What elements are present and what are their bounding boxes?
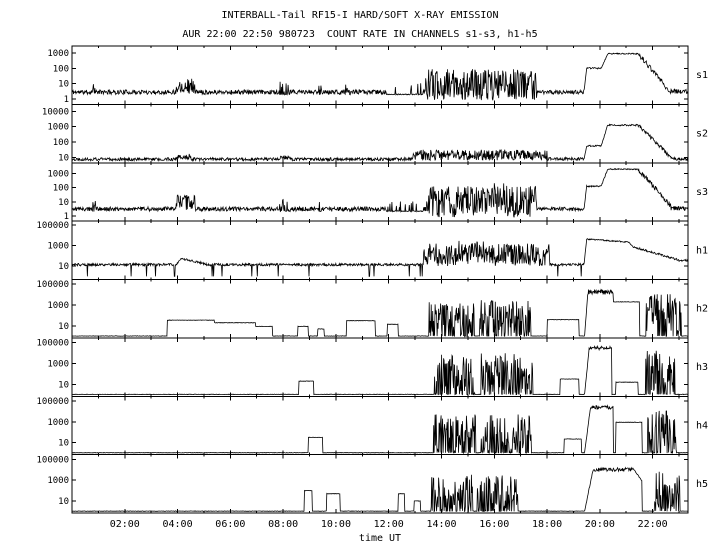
y-tick-label: 100000: [36, 339, 69, 349]
y-tick-label: 1: [64, 212, 69, 222]
panel-frame: [71, 162, 689, 222]
y-tick-label: 1000: [47, 359, 69, 369]
channel-label-s3: s3: [696, 187, 708, 198]
trace-h4: [71, 404, 689, 455]
panel-frame: [71, 279, 689, 339]
y-tick-label: 10: [58, 322, 69, 332]
y-tick-label: 10: [58, 262, 69, 272]
panel-h3: 100000 1000 10 h3: [36, 337, 708, 397]
panel-s3: 1000 100 10 1 s3: [47, 162, 708, 222]
panel-s2: 10000 1000 100 10 s2: [42, 103, 708, 164]
y-tick-label: 100: [53, 64, 69, 74]
y-tick-label: 10: [58, 153, 69, 163]
channel-label-h5: h5: [696, 479, 708, 490]
y-tick-label: 100: [53, 184, 69, 194]
panel-frame: [71, 220, 689, 281]
panel-frame: [71, 103, 689, 164]
y-tick-label: 1: [64, 95, 69, 105]
chart-title: INTERBALL-Tail RF15-I HARD/SOFT X-RAY EM…: [221, 10, 499, 21]
panel-h5: 100000 1000 10 h5: [36, 454, 708, 514]
x-axis-title: time UT: [358, 533, 402, 544]
channel-label-h4: h4: [696, 420, 708, 431]
trace-h1: [71, 238, 689, 277]
x-tick-label: 02:00: [110, 519, 140, 530]
x-tick-label: 10:00: [321, 519, 351, 530]
trace-h5: [71, 466, 689, 513]
channel-label-s1: s1: [696, 70, 708, 81]
y-tick-label: 10: [58, 497, 69, 507]
y-tick-label: 10: [58, 80, 69, 90]
y-tick-label: 100000: [36, 397, 69, 407]
y-tick-label: 1000: [47, 242, 69, 252]
panel-frame: [71, 395, 689, 456]
panel-h1: 100000 1000 10 h1: [36, 220, 708, 281]
trace-h3: [72, 344, 689, 396]
y-tick-label: 1000: [47, 49, 69, 59]
y-tick-label: 1000: [47, 418, 69, 428]
trace-s3: [71, 167, 689, 218]
channel-label-h3: h3: [696, 362, 708, 373]
y-tick-label: 10: [58, 380, 69, 390]
trace-h2: [71, 288, 688, 338]
x-tick-label: 20:00: [585, 519, 615, 530]
y-tick-label: 1000: [47, 301, 69, 311]
y-tick-label: 100: [53, 138, 69, 148]
panel-h2: 100000 1000 10 h2: [36, 279, 708, 339]
y-tick-label: 100000: [36, 221, 69, 231]
y-tick-label: 1000: [47, 169, 69, 179]
y-tick-label: 10: [58, 439, 69, 449]
y-tick-label: 10000: [42, 107, 69, 117]
x-tick-label: 08:00: [268, 519, 298, 530]
y-tick-label: 1000: [47, 123, 69, 133]
trace-s1: [71, 52, 689, 101]
y-tick-label: 1000: [47, 476, 69, 486]
panel-frame: [71, 454, 689, 514]
trace-s2: [71, 123, 689, 163]
panel-frame: [71, 337, 689, 397]
x-tick-label: 04:00: [163, 519, 193, 530]
x-tick-label: 12:00: [374, 519, 404, 530]
panel-s1: 1000 100 10 1 s1: [47, 45, 708, 105]
y-tick-label: 10: [58, 198, 69, 208]
panel-h4: 100000 1000 10 h4: [36, 395, 708, 456]
panel-frame: [71, 45, 689, 105]
channel-label-s2: s2: [696, 129, 708, 140]
x-tick-label: 06:00: [215, 519, 245, 530]
x-tick-label: 18:00: [532, 519, 562, 530]
channel-label-h2: h2: [696, 304, 708, 315]
channel-label-h1: h1: [696, 245, 708, 256]
y-tick-label: 100000: [36, 455, 69, 465]
x-axis-labels: 02:00 04:00 06:00 08:00 10:00 12:00 14:00 16:00…: [110, 519, 668, 530]
y-tick-label: 100000: [36, 280, 69, 290]
chart-subtitle: AUR 22:00 22:50 980723 COUNT RATE IN CHA…: [182, 29, 538, 40]
x-tick-label: 22:00: [638, 519, 668, 530]
x-tick-label: 14:00: [426, 519, 456, 530]
x-tick-label: 16:00: [479, 519, 509, 530]
